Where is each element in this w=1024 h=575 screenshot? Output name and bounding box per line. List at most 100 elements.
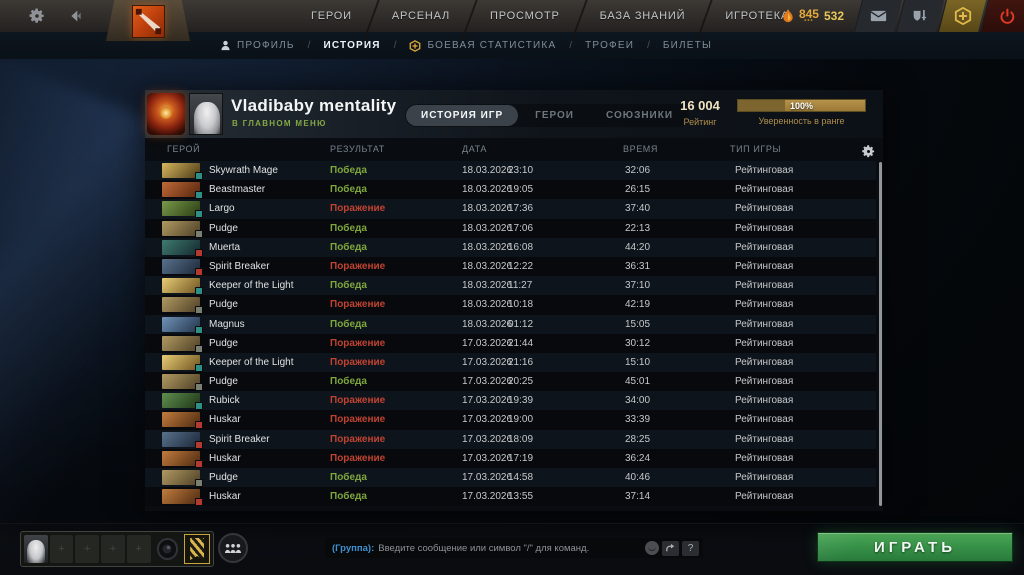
nav-gameroom[interactable]: ИГРОТЕКА bbox=[725, 10, 790, 22]
hero-portrait bbox=[162, 297, 203, 315]
tab-match-history[interactable]: ИСТОРИЯ ИГР bbox=[406, 105, 519, 126]
hero-portrait bbox=[162, 450, 203, 468]
rank-medal-icon[interactable] bbox=[147, 93, 185, 135]
player-status: В ГЛАВНОМ МЕНЮ bbox=[232, 119, 327, 128]
match-result: Победа bbox=[330, 241, 367, 253]
tab-heroes[interactable]: ГЕРОИ bbox=[535, 110, 574, 121]
match-duration: 37:14 bbox=[625, 491, 651, 503]
table-settings-gear-icon[interactable] bbox=[861, 144, 876, 159]
match-type: Рейтинговая bbox=[735, 356, 794, 368]
subnav-tickets[interactable]: БИЛЕТЫ bbox=[662, 40, 713, 51]
match-result: Поражение bbox=[330, 414, 386, 426]
hero-portrait bbox=[162, 220, 203, 238]
match-start-time: 10:18 bbox=[508, 299, 534, 311]
nav-knowledge-base[interactable]: БАЗА ЗНАНИЙ bbox=[599, 10, 686, 22]
dota-plus-button[interactable] bbox=[938, 0, 986, 32]
confidence-label: Уверенность в ранге bbox=[758, 116, 845, 126]
nav-watch[interactable]: ПРОСМОТР bbox=[490, 10, 560, 22]
subnav-profile[interactable]: ПРОФИЛЬ bbox=[220, 40, 295, 51]
match-type: Рейтинговая bbox=[735, 299, 794, 311]
col-result[interactable]: РЕЗУЛЬТАТ bbox=[330, 144, 385, 154]
hero-badge-icon bbox=[195, 421, 203, 430]
match-history-panel: Vladibaby mentality В ГЛАВНОМ МЕНЮ ИСТОР… bbox=[145, 90, 883, 511]
match-row[interactable]: Keeper of the Light Поражение 17.03.2026… bbox=[145, 352, 876, 373]
match-date: 17.03.2026 bbox=[462, 472, 513, 483]
circle-badge-icon[interactable] bbox=[156, 538, 179, 560]
party-slot-empty[interactable] bbox=[126, 535, 151, 563]
match-row[interactable]: Pudge Победа 18.03.2026 17:06 22:13 Рейт… bbox=[145, 218, 876, 238]
table-scrollbar[interactable] bbox=[879, 162, 882, 506]
match-duration: 15:10 bbox=[625, 356, 651, 368]
subnav-history[interactable]: ИСТОРИЯ bbox=[323, 40, 381, 51]
party-slot-empty[interactable] bbox=[101, 535, 125, 563]
power-icon bbox=[1000, 8, 1015, 24]
party-slot-empty[interactable] bbox=[75, 535, 100, 563]
tab-allies[interactable]: СОЮЗНИКИ bbox=[606, 110, 674, 121]
player-name: Vladibaby mentality bbox=[231, 96, 397, 115]
top-bar: ГЕРОИ АРСЕНАЛ ПРОСМОТР БАЗА ЗНАНИЙ ИГРОТ… bbox=[0, 0, 1024, 41]
back-arrow-icon[interactable] bbox=[68, 8, 84, 24]
match-date: 18.03.2026 bbox=[462, 222, 513, 234]
match-row[interactable]: Pudge Поражение 18.03.2026 10:18 42:19 Р… bbox=[145, 295, 876, 315]
settings-gear-icon[interactable] bbox=[28, 7, 46, 25]
match-result: Победа bbox=[330, 491, 367, 503]
match-row[interactable]: Skywrath Mage Победа 18.03.2026 23:10 32… bbox=[145, 161, 876, 181]
subnav-separator: / bbox=[647, 40, 650, 51]
subnav-battle-stats[interactable]: БОЕВАЯ СТАТИСТИКА bbox=[409, 39, 556, 52]
match-date: 18.03.2026 bbox=[462, 203, 513, 215]
emoji-icon[interactable] bbox=[645, 541, 659, 555]
col-type[interactable]: ТИП ИГРЫ bbox=[730, 144, 782, 154]
hero-portrait bbox=[162, 354, 203, 372]
hero-portrait bbox=[162, 316, 203, 334]
shard-icon bbox=[783, 8, 793, 22]
match-start-time: 01:12 bbox=[508, 318, 534, 330]
match-row[interactable]: Largo Поражение 18.03.2026 17:36 37:40 Р… bbox=[145, 199, 876, 219]
dota-logo-housing[interactable] bbox=[106, 0, 190, 41]
help-button[interactable]: ? bbox=[682, 540, 699, 556]
guild-banner-icon[interactable] bbox=[184, 534, 210, 564]
armory-button[interactable] bbox=[896, 0, 944, 32]
match-row[interactable]: Beastmaster Победа 18.03.2026 19:05 26:1… bbox=[145, 180, 876, 200]
player-avatar[interactable] bbox=[189, 93, 223, 135]
match-row[interactable]: Rubick Поражение 17.03.2026 19:39 34:00 … bbox=[145, 391, 876, 411]
col-time[interactable]: ВРЕМЯ bbox=[623, 144, 659, 154]
match-row[interactable]: Huskar Победа 17.03.2026 13:55 37:14 Рей… bbox=[145, 487, 876, 507]
match-row[interactable]: Muerta Победа 18.03.2026 16:08 44:20 Рей… bbox=[145, 237, 876, 257]
hero-name: Largo bbox=[209, 203, 235, 215]
match-row[interactable]: Spirit Breaker Поражение 18.03.2026 12:2… bbox=[145, 256, 876, 277]
match-start-time: 17:19 bbox=[508, 452, 534, 464]
match-start-time: 20:25 bbox=[508, 376, 534, 388]
match-row[interactable]: Keeper of the Light Победа 18.03.2026 11… bbox=[145, 276, 876, 296]
hero-name: Keeper of the Light bbox=[209, 356, 294, 368]
hero-name: Pudge bbox=[209, 472, 238, 483]
nav-heroes[interactable]: ГЕРОИ bbox=[311, 10, 352, 22]
chat-input[interactable]: (Группа): Введите сообщение или символ "… bbox=[325, 538, 703, 558]
match-row[interactable]: Huskar Поражение 17.03.2026 19:00 33:39 … bbox=[145, 410, 876, 430]
match-row[interactable]: Pudge Победа 17.03.2026 20:25 45:01 Рейт… bbox=[145, 372, 876, 392]
match-row[interactable]: Spirit Breaker Поражение 17.03.2026 18:0… bbox=[145, 429, 876, 449]
currency-block[interactable]: 845 ••• 532 bbox=[782, 0, 856, 32]
party-slot-empty[interactable] bbox=[49, 535, 74, 563]
match-date: 18.03.2026 bbox=[462, 260, 513, 272]
hero-name: Spirit Breaker bbox=[209, 433, 270, 445]
match-row[interactable]: Pudge Поражение 17.03.2026 21:44 30:12 Р… bbox=[145, 333, 876, 353]
hero-portrait bbox=[162, 258, 203, 276]
col-hero[interactable]: ГЕРОЙ bbox=[167, 144, 201, 154]
chat-share-icon[interactable] bbox=[662, 540, 679, 556]
party-slot-self[interactable] bbox=[24, 535, 48, 563]
match-row[interactable]: Magnus Победа 18.03.2026 01:12 15:05 Рей… bbox=[145, 314, 876, 334]
hero-name: Muerta bbox=[209, 241, 241, 253]
match-row[interactable]: Huskar Поражение 17.03.2026 17:19 36:24 … bbox=[145, 448, 876, 468]
match-duration: 30:12 bbox=[625, 337, 651, 349]
play-button[interactable]: ИГРАТЬ bbox=[817, 532, 1013, 562]
hero-name: Pudge bbox=[209, 222, 238, 234]
subnav-trophies[interactable]: ТРОФЕИ bbox=[585, 40, 635, 51]
party-finder-icon[interactable] bbox=[218, 533, 248, 563]
match-start-time: 21:44 bbox=[508, 337, 534, 349]
match-row[interactable]: Pudge Победа 17.03.2026 14:58 40:46 Рейт… bbox=[145, 468, 876, 488]
mail-button[interactable] bbox=[854, 0, 902, 32]
power-button[interactable] bbox=[980, 0, 1024, 32]
col-date[interactable]: ДАТА bbox=[462, 144, 487, 154]
match-result: Поражение bbox=[330, 260, 386, 272]
nav-arsenal[interactable]: АРСЕНАЛ bbox=[391, 10, 451, 22]
